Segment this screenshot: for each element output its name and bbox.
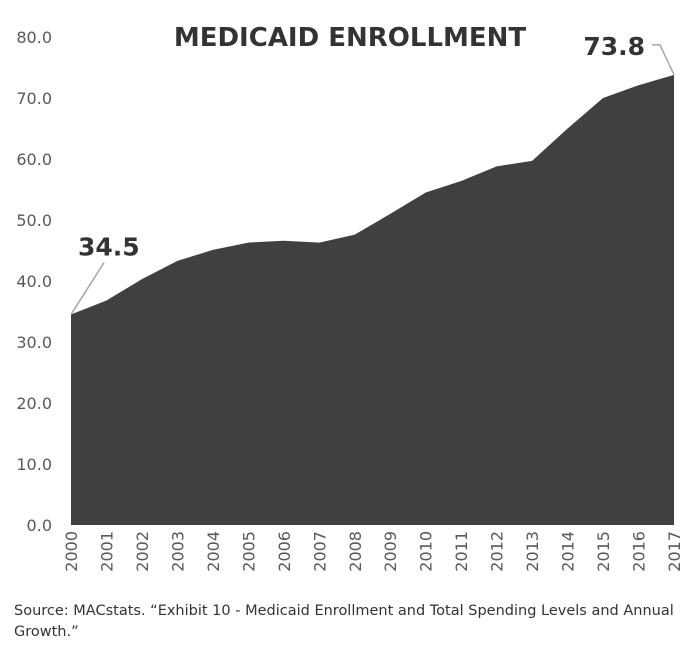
x-tick-label: 2013 [523,531,542,572]
x-axis: 2000 2001 2002 2003 2004 2005 2006 2007 2008 2009… [62,531,684,572]
y-tick-label: 10.0 [16,455,52,474]
x-tick-label: 2011 [452,531,471,572]
y-tick-label: 20.0 [16,394,52,413]
y-tick-label: 80.0 [16,28,52,47]
x-tick-label: 2002 [133,531,152,572]
x-tick-label: 2014 [559,531,578,572]
chart-canvas: MEDICAID ENROLLMENT 0.0 10.0 20.0 30.0 40.0 5… [16,23,684,572]
callout-label: 34.5 [78,233,140,262]
annotations: 34.5 73.8 [70,32,675,315]
x-tick-label: 2003 [168,531,187,572]
x-tick-label: 2012 [488,531,507,572]
enrollment-area [71,74,674,525]
y-tick-label: 40.0 [16,272,52,291]
x-tick-label: 2015 [594,531,613,572]
y-tick-label: 30.0 [16,333,52,352]
chart-title: MEDICAID ENROLLMENT [174,23,527,53]
source-note: Source: MACstats. “Exhibit 10 - Medicaid… [14,603,674,640]
x-tick-label: 2017 [665,531,684,572]
plot-area [70,74,675,525]
x-tick-label: 2006 [275,531,294,572]
x-tick-label: 2007 [310,531,329,572]
y-tick-label: 70.0 [16,89,52,108]
y-axis: 0.0 10.0 20.0 30.0 40.0 50.0 60.0 70.0 80.0 [16,28,52,535]
x-tick-label: 2009 [381,531,400,572]
y-tick-label: 60.0 [16,150,52,169]
x-tick-label: 2001 [97,531,116,572]
x-tick-label: 2005 [239,531,258,572]
x-tick-label: 2016 [630,531,649,572]
callout-label: 73.8 [583,32,645,61]
y-tick-label: 0.0 [27,516,52,535]
x-tick-label: 2000 [62,531,81,572]
x-tick-label: 2008 [346,531,365,572]
x-tick-label: 2010 [417,531,436,572]
x-tick-label: 2004 [204,531,223,572]
y-tick-label: 50.0 [16,211,52,230]
callout-leader-line [70,262,105,315]
callout-leader-line [652,44,675,76]
